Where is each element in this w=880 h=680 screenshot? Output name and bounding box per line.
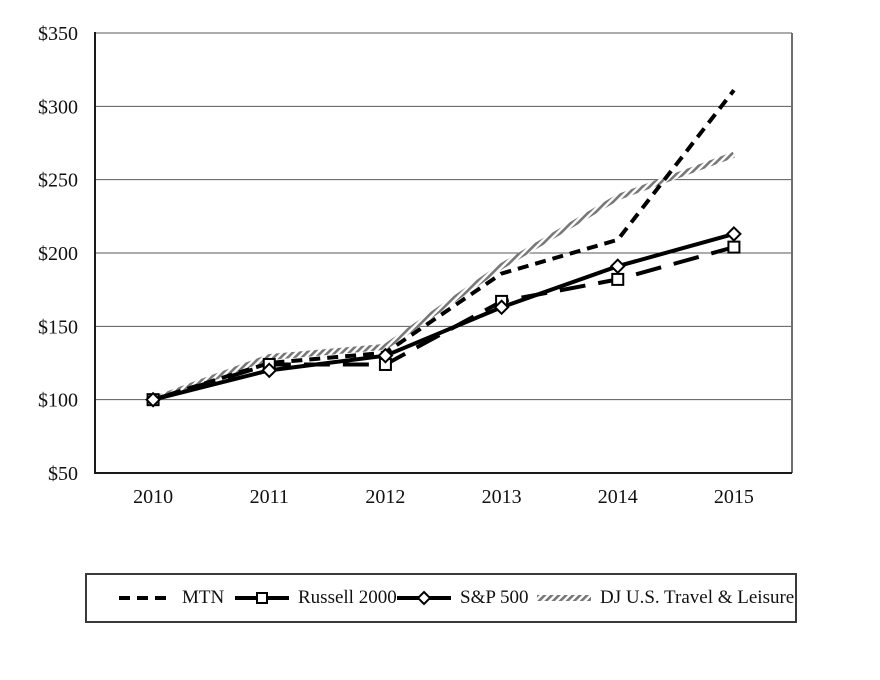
marker-square-russell-2000 (727, 240, 741, 254)
y-tick-label-100: $100 (38, 390, 78, 412)
legend-sample-dashed-line (119, 596, 167, 600)
series-line-mtn (152, 88, 736, 402)
legend-square-marker (256, 592, 268, 604)
legend-label-dj-u-s-travel-leisure: DJ U.S. Travel & Leisure (600, 587, 795, 608)
performance-line-chart: $50 $100 $150 $200 $250 $300 $350 2010 2011 2012 2… (38, 23, 793, 508)
marker-diamond-s-p-500 (145, 391, 161, 408)
legend-sample-long-dash-line (235, 592, 289, 604)
marker-diamond-s-p-500 (261, 362, 278, 379)
legend-item-russell-2000: Russell 2000 (233, 575, 397, 621)
chart-legend: MTN Russell 2000 S&P 500 DJ U.S. Travel & L… (85, 573, 797, 623)
marker-diamond-s-p-500 (493, 299, 510, 316)
legend-item-dj-u-s-travel-leisure: DJ U.S. Travel & Leisure (535, 575, 794, 621)
marker-diamond-s-p-500 (726, 226, 742, 242)
legend-diamond-marker (416, 590, 432, 606)
marker-diamond-s-p-500 (609, 258, 626, 275)
marker-square-russell-2000 (611, 272, 625, 286)
y-tick-label-200: $200 (38, 243, 78, 265)
legend-item-mtn: MTN (117, 575, 224, 621)
series-line-russell-2000 (152, 245, 735, 402)
legend-sample-hatched-line (537, 595, 591, 601)
legend-label-russell-2000: Russell 2000 (298, 587, 397, 608)
x-tick-label-2010: 2010 (133, 486, 173, 508)
legend-label-mtn: MTN (182, 587, 225, 608)
marker-diamond-s-p-500 (377, 347, 394, 364)
y-tick-label-300: $300 (38, 96, 78, 118)
legend-item-s-p-500: S&P 500 (395, 575, 528, 621)
x-tick-label-2015: 2015 (714, 486, 754, 508)
y-tick-label-50: $50 (48, 463, 78, 485)
series-line-dj-u-s-travel-leisure (152, 151, 735, 403)
x-tick-label-2012: 2012 (365, 486, 405, 508)
y-tick-label-250: $250 (38, 170, 78, 192)
x-tick-label-2011: 2011 (250, 486, 289, 508)
x-tick-label-2014: 2014 (598, 486, 638, 508)
y-tick-label-150: $150 (38, 316, 78, 338)
legend-label-s-p-500: S&P 500 (460, 587, 529, 608)
legend-sample-solid-line (397, 590, 451, 606)
series-line-s-p-500 (152, 232, 735, 402)
x-tick-label-2013: 2013 (482, 486, 522, 508)
y-tick-label-350: $350 (38, 23, 78, 45)
